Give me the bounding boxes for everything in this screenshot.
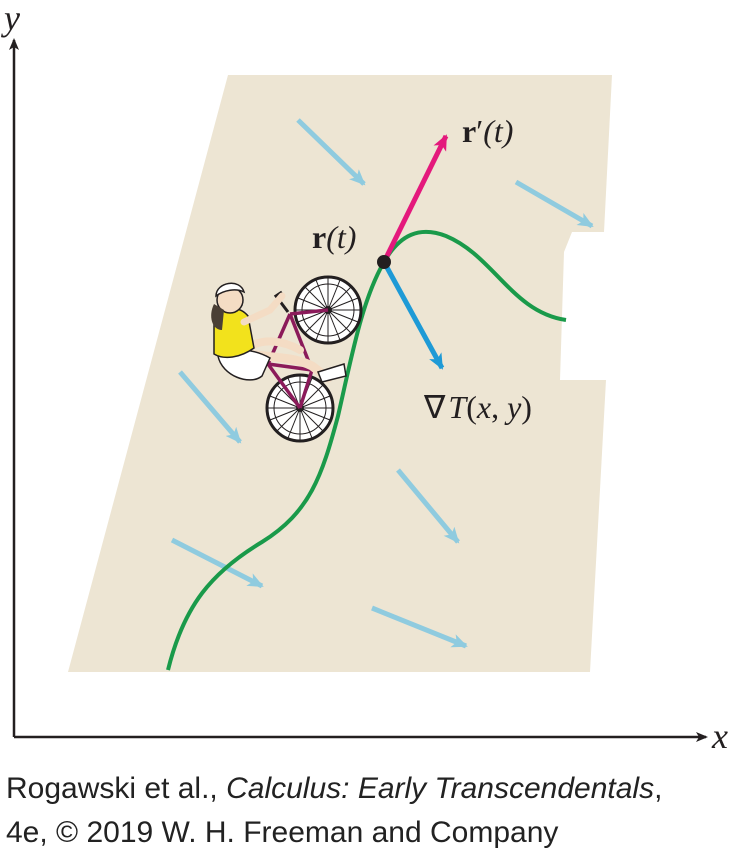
credit-authors: Rogawski et al., — [6, 772, 227, 805]
credit-line-1: Rogawski et al., Calculus: Early Transce… — [6, 774, 662, 804]
position-point — [377, 255, 391, 269]
gradient-comma: , — [491, 389, 507, 425]
field-arrow — [296, 118, 366, 186]
diagram: y x r(t) r′(t) ∇T(x, y) — [1, 0, 728, 756]
credit-book-title: Calculus: Early Transcendentals — [226, 772, 655, 805]
gradient-y: y — [504, 389, 522, 425]
vector-field — [170, 118, 594, 649]
credit-comma: , — [654, 772, 663, 805]
gradient-T: T — [448, 389, 468, 425]
gradient-open: ( — [466, 389, 477, 425]
gradient-x: x — [476, 389, 491, 425]
position-label: r(t) — [312, 219, 356, 255]
velocity-label-arg: (t) — [483, 113, 513, 149]
credit-line-2: 4e, © 2019 W. H. Freeman and Company — [6, 816, 559, 849]
field-arrow — [396, 468, 460, 544]
coordinate-axes — [9, 38, 708, 742]
gradient-close: ) — [521, 389, 532, 425]
field-arrow — [371, 605, 468, 649]
velocity-label: r′(t) — [462, 113, 513, 149]
y-axis-label: y — [1, 0, 20, 38]
position-label-arg: (t) — [326, 219, 356, 255]
x-axis-label: x — [711, 716, 728, 756]
position-label-r: r — [312, 219, 326, 255]
velocity-vector — [381, 134, 449, 264]
velocity-label-prime: ′ — [476, 113, 483, 149]
gradient-nabla: ∇ — [423, 389, 446, 425]
field-arrow — [514, 179, 594, 229]
field-arrow — [170, 537, 264, 589]
field-arrow — [178, 370, 242, 444]
gradient-vector — [381, 260, 445, 370]
cyclist-on-bicycle-icon — [211, 275, 363, 443]
gradient-label: ∇T(x, y) — [423, 389, 532, 425]
path-curve — [166, 229, 567, 671]
velocity-label-r: r — [462, 113, 476, 149]
